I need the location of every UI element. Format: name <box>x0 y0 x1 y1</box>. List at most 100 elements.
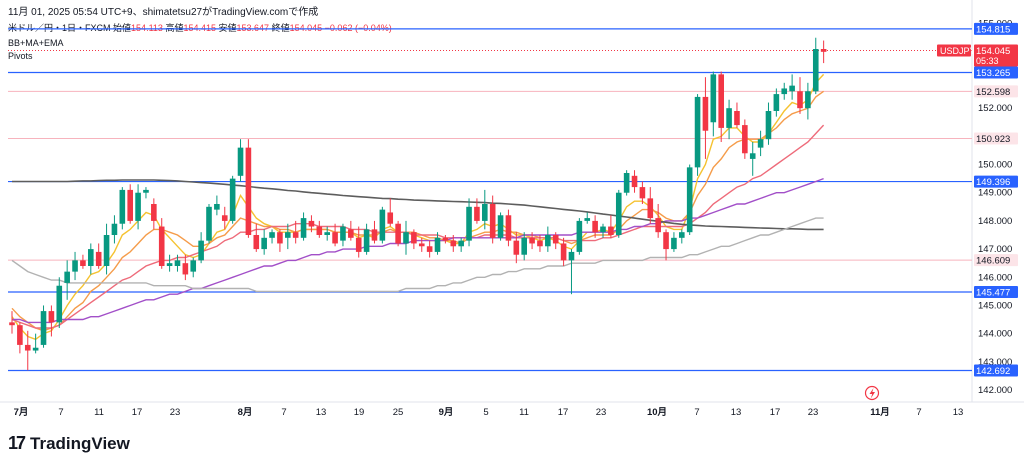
candle-body <box>103 235 110 266</box>
candle-body <box>190 260 197 272</box>
candle-body <box>545 235 551 247</box>
indicator-pivots[interactable]: Pivots <box>8 51 33 61</box>
level-tag-bg <box>974 286 1018 299</box>
candle-body <box>395 223 401 244</box>
level-tag-label: 145.477 <box>976 288 1010 299</box>
price-tick-label: 143.000 <box>978 357 1012 368</box>
candle-body <box>702 96 709 131</box>
candle-body <box>182 263 189 275</box>
candle-body <box>355 237 362 252</box>
tradingview-logo[interactable]: 17 TradingView <box>8 433 130 454</box>
lightning-icon[interactable] <box>864 385 880 401</box>
price-tick-label: 149.000 <box>978 188 1012 199</box>
candle-body <box>773 94 780 111</box>
candle-body <box>95 251 102 266</box>
candle-body <box>300 218 307 238</box>
candle-body <box>48 311 55 323</box>
candle-body <box>32 347 39 351</box>
candle-body <box>340 226 346 241</box>
candle-body <box>568 251 575 261</box>
candle-body <box>615 192 622 235</box>
pivot-levels <box>8 28 972 372</box>
level-tag-bg <box>974 66 1018 79</box>
time-tick-label: 23 <box>170 407 181 418</box>
symbol-label: 米ドル／円・1日・FXCM <box>8 23 111 33</box>
candle-body <box>497 215 504 238</box>
candle-body <box>237 147 244 176</box>
change-value: −0.062 (−0.04%) <box>324 23 392 33</box>
time-tick-label: 23 <box>596 407 607 418</box>
candle-body <box>363 229 370 252</box>
candle-body <box>206 206 212 241</box>
candle-body <box>450 240 457 247</box>
candle-body <box>757 139 764 148</box>
open-value: 154.113 <box>131 23 163 33</box>
candle-body <box>403 232 409 244</box>
candle-body <box>72 260 78 272</box>
time-tick-label: 11 <box>94 407 104 418</box>
candle-body <box>80 260 86 266</box>
candle-body <box>797 91 803 109</box>
time-tick-label: 5 <box>483 407 488 418</box>
candle-body <box>127 189 133 221</box>
candle-body <box>584 218 591 221</box>
candle-body <box>749 153 756 159</box>
candle-body <box>214 204 220 210</box>
candle-body <box>805 91 811 109</box>
candle-body <box>639 187 646 199</box>
candle-body <box>521 237 527 255</box>
time-tick-label: 13 <box>953 407 964 418</box>
indicator-bb-ma-ema[interactable]: BB+MA+EMA <box>8 38 64 48</box>
candle-body <box>710 74 717 123</box>
candle-body <box>513 240 520 255</box>
candle-body <box>269 232 275 238</box>
candle-body <box>158 226 165 266</box>
candle-body <box>166 263 173 266</box>
candle-body <box>608 226 614 235</box>
candle-body <box>442 237 449 241</box>
level-tag-label: 149.396 <box>976 177 1010 188</box>
price-legend: 米ドル／円・1日・FXCM 始値154.113 高値154.415 安値153.… <box>8 22 392 34</box>
candle-body <box>742 125 748 154</box>
candle-body <box>474 206 480 221</box>
time-tick-label: 17 <box>558 407 569 418</box>
time-tick-label: 17 <box>770 407 781 418</box>
series-line <box>11 90 825 332</box>
candle-body <box>40 311 47 345</box>
candle-body <box>552 235 559 244</box>
level-tag-label: 153.265 <box>976 68 1010 79</box>
candle-body <box>671 237 677 250</box>
time-tick-label: 11 <box>519 407 529 418</box>
candle-body <box>718 74 724 128</box>
candle-body <box>781 88 788 95</box>
candle-body <box>418 243 425 247</box>
candle-body <box>17 325 23 345</box>
low-value: 153.647 <box>236 23 270 33</box>
candle-body <box>292 232 299 238</box>
candle-body <box>765 111 772 140</box>
candle-body <box>529 237 535 244</box>
level-tag-label: 150.923 <box>976 134 1010 145</box>
candle-body <box>64 271 70 283</box>
series-line <box>11 217 824 293</box>
candle-body <box>592 220 598 233</box>
candle-body <box>600 226 606 233</box>
price-tick-label: 145.000 <box>978 300 1012 311</box>
candle-body <box>789 85 795 92</box>
price-tick-label: 152.000 <box>978 103 1012 114</box>
grid <box>0 0 1024 403</box>
candle-body <box>694 96 701 168</box>
candle-body <box>285 232 291 238</box>
time-tick-label: 13 <box>731 407 742 418</box>
candle-body <box>221 215 228 221</box>
candle-body <box>631 175 638 188</box>
candle-body <box>663 232 669 250</box>
candle-body <box>655 218 661 233</box>
candle-body <box>679 232 685 238</box>
time-tick-label: 13 <box>316 407 327 418</box>
candle-body <box>56 285 63 323</box>
candle-body <box>174 260 181 266</box>
candle-body <box>820 49 827 52</box>
price-tick-label: 144.000 <box>978 329 1012 340</box>
